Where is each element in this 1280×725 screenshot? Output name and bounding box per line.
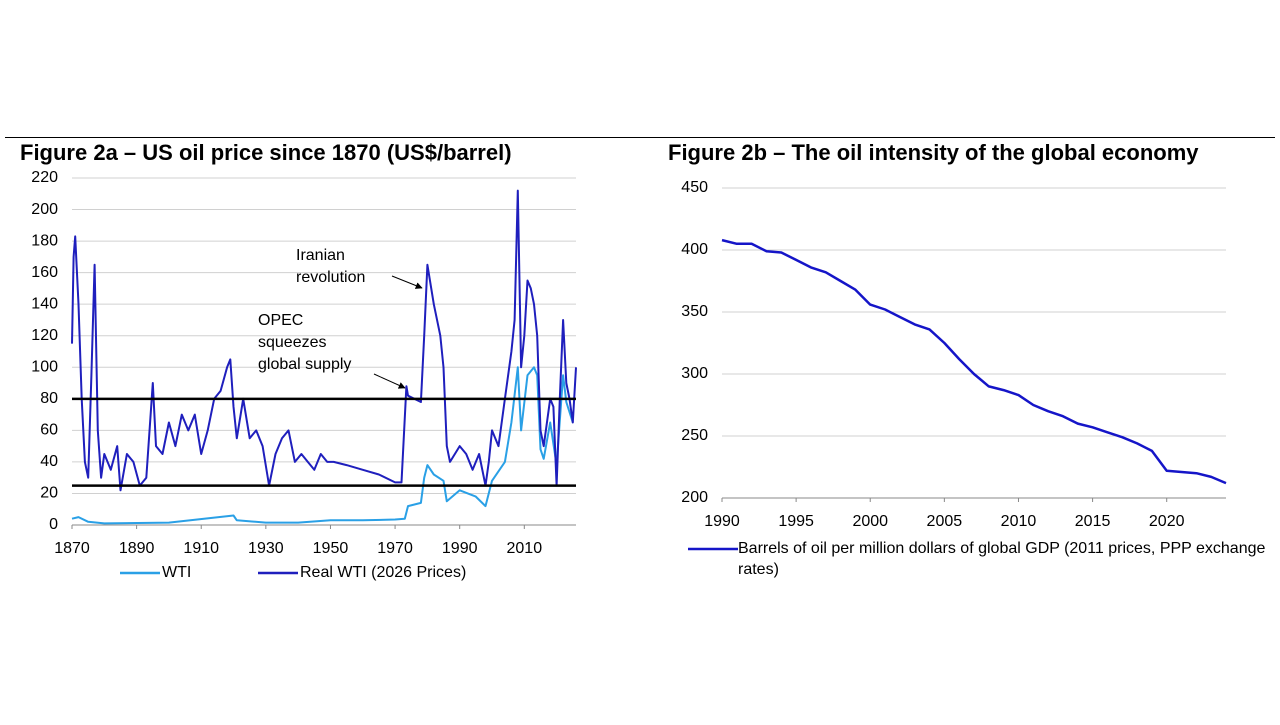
annotation: revolution xyxy=(296,269,365,286)
x-tick-label: 1870 xyxy=(54,540,90,557)
y-tick-label: 120 xyxy=(31,327,58,344)
annotation-arrow xyxy=(391,275,423,289)
y-tick-label: 40 xyxy=(40,453,58,470)
x-tick-label: 1990 xyxy=(442,540,478,557)
y-tick-label: 300 xyxy=(681,365,708,382)
y-tick-label: 140 xyxy=(31,295,58,312)
annotation-arrow xyxy=(373,373,406,389)
legend-label: Real WTI (2026 Prices) xyxy=(300,564,466,581)
y-tick-label: 400 xyxy=(681,241,708,258)
x-tick-label: 1930 xyxy=(248,540,284,557)
x-tick-label: 2015 xyxy=(1075,513,1111,530)
annotation: squeezes xyxy=(258,334,327,351)
x-tick-label: 2020 xyxy=(1149,513,1185,530)
annotation: Iranian xyxy=(296,247,345,264)
y-tick-label: 200 xyxy=(681,489,708,506)
y-tick-label: 200 xyxy=(31,201,58,218)
y-tick-label: 60 xyxy=(40,422,58,439)
y-tick-label: 220 xyxy=(31,169,58,186)
chart-title: Figure 2a – US oil price since 1870 (US$… xyxy=(20,140,512,165)
y-tick-label: 160 xyxy=(31,264,58,281)
x-tick-label: 2000 xyxy=(852,513,888,530)
series-line xyxy=(721,238,1227,485)
annotation: global supply xyxy=(258,356,351,373)
series-line xyxy=(71,189,577,492)
y-tick-label: 20 xyxy=(40,485,58,502)
x-tick-label: 2010 xyxy=(507,540,543,557)
x-tick-label: 1970 xyxy=(377,540,413,557)
y-tick-label: 180 xyxy=(31,232,58,249)
y-tick-label: 450 xyxy=(681,179,708,196)
y-tick-label: 250 xyxy=(681,427,708,444)
x-tick-label: 2010 xyxy=(1001,513,1037,530)
y-tick-label: 350 xyxy=(681,303,708,320)
legend: Barrels of oil per million dollars of gl… xyxy=(738,540,1266,578)
y-tick-label: 100 xyxy=(31,358,58,375)
y-tick-label: 0 xyxy=(49,516,58,533)
x-tick-label: 1890 xyxy=(119,540,155,557)
chart-title: Figure 2b – The oil intensity of the glo… xyxy=(668,140,1199,165)
annotation: OPEC xyxy=(258,312,303,329)
x-tick-label: 2005 xyxy=(927,513,963,530)
x-tick-label: 1990 xyxy=(704,513,740,530)
x-tick-label: 1950 xyxy=(313,540,349,557)
legend-label: Barrels of oil per million dollars of gl… xyxy=(738,540,1266,578)
x-tick-label: 1995 xyxy=(778,513,814,530)
x-tick-label: 1910 xyxy=(183,540,219,557)
y-tick-label: 80 xyxy=(40,390,58,407)
series-line xyxy=(71,366,574,525)
legend-label: WTI xyxy=(162,564,191,581)
